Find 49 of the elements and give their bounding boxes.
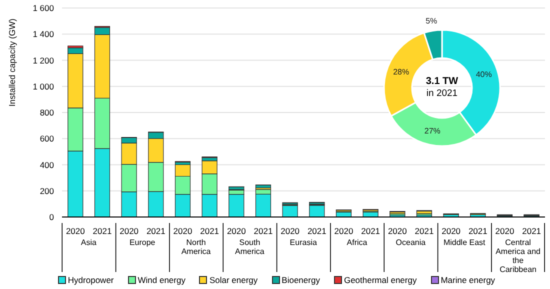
x-tick-label: 2021 (522, 226, 542, 236)
x-tick-label: 2020 (120, 226, 139, 236)
x-tick-label: 2021 (468, 226, 488, 236)
x-tick-label: 2021 (200, 226, 220, 236)
y-tick-label: 1 200 (32, 55, 54, 66)
text: 3.1 TW (426, 76, 459, 87)
x-tick-label: 2020 (280, 226, 300, 236)
data-label: 5% (426, 16, 438, 26)
text: Oceania (396, 238, 426, 247)
x-tick-label: 2020 (66, 226, 86, 236)
y-tick-label: 0 (49, 212, 54, 222)
text: Africa (346, 238, 368, 247)
y-axis-title: Installed capacity (GW) (7, 18, 18, 106)
text: Europe (129, 238, 156, 247)
data-label: 27% (424, 126, 440, 136)
x-tick-label: 2020 (226, 226, 246, 236)
legend-label: Marine energy (440, 275, 496, 285)
text: Asia (80, 238, 98, 247)
y-tick-label: 600 (40, 134, 54, 144)
text: Eurasia (290, 238, 318, 247)
x-tick-label: 2020 (442, 226, 461, 236)
legend-label: Wind energy (136, 275, 186, 285)
y-tick-label: 200 (40, 186, 54, 196)
x-tick-label: 2020 (495, 226, 514, 236)
text: in 2021 (426, 88, 458, 99)
text: North America (181, 238, 212, 256)
text: Middle East (443, 238, 486, 247)
x-tick-label: 2021 (92, 226, 112, 236)
legend-label: Hydropower (66, 275, 114, 285)
x-tick-label: 2021 (307, 226, 327, 236)
x-tick-label: 2021 (254, 226, 273, 236)
legend-label: Geothermal energy (342, 275, 417, 285)
legend-label: Solar energy (208, 275, 258, 285)
x-tick-label: 2021 (361, 226, 380, 236)
y-tick-label: 800 (40, 108, 54, 118)
x-tick-label: 2021 (414, 226, 434, 236)
x-tick-label: 2020 (388, 226, 408, 236)
y-tick-label: 1 600 (32, 3, 54, 14)
y-tick-label: 1 400 (32, 29, 54, 40)
x-tick-label: 2020 (334, 226, 354, 236)
text: Central America and the Caribbean (496, 238, 540, 274)
y-tick-label: 1 000 (32, 81, 54, 92)
x-tick-label: 2020 (173, 226, 192, 236)
data-label: 40% (476, 70, 492, 79)
data-label: 28% (393, 67, 410, 76)
y-tick-label: 400 (40, 160, 54, 170)
x-tick-label: 2021 (146, 226, 166, 236)
legend-label: Bioenergy (280, 275, 320, 285)
text: South America (235, 238, 265, 256)
